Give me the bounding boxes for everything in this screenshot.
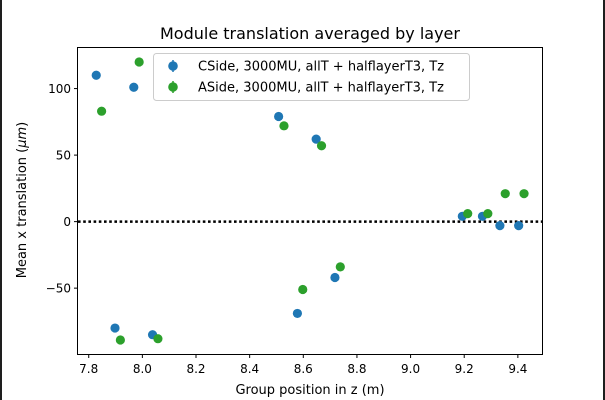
data-point: [495, 221, 505, 231]
y-tick-label: 100: [48, 82, 71, 96]
legend: CSide, 3000MU, allT + halflayerT3, Tz AS…: [153, 53, 470, 101]
series-0: [91, 70, 524, 340]
x-axis-ticks: 7.8 8.0 8.2 8.4 8.6 8.8 9.0 9.2 9.4: [79, 354, 527, 376]
data-point: [463, 209, 473, 219]
data-point: [298, 284, 308, 295]
series-1: [97, 57, 529, 345]
data-point: [129, 82, 139, 92]
data-point: [519, 189, 529, 199]
data-point: [330, 272, 340, 283]
data-point: [514, 221, 524, 231]
window-frame-left: [0, 0, 2, 400]
data-points-layer: [91, 57, 529, 345]
legend-label-aside: ASide, 3000MU, allT + halflayerT3, Tz: [198, 81, 444, 96]
data-point: [316, 141, 327, 151]
data-point: [134, 57, 144, 67]
legend-marker-aside: [168, 81, 178, 93]
data-point: [483, 209, 493, 219]
legend-marker-cside: [168, 60, 178, 72]
data-point: [292, 308, 302, 319]
y-tick-label: 50: [56, 149, 71, 163]
x-tick-label: 8.6: [294, 362, 313, 376]
data-point: [91, 70, 101, 80]
data-point: [311, 134, 321, 144]
data-point: [279, 121, 289, 131]
x-tick-label: 8.4: [240, 362, 259, 376]
data-point: [335, 262, 345, 272]
x-tick-label: 9.4: [508, 362, 527, 376]
y-tick-label: 0: [63, 215, 71, 229]
y-axis-ticks: 100 50 0 −50: [46, 82, 78, 296]
data-point: [274, 111, 284, 122]
legend-box: [153, 53, 470, 101]
chart-title: Module translation averaged by layer: [160, 24, 460, 43]
x-tick-label: 7.8: [79, 362, 98, 376]
x-tick-label: 8.8: [347, 362, 366, 376]
data-point: [115, 335, 125, 345]
data-point: [153, 334, 163, 344]
x-tick-label: 9.0: [401, 362, 420, 376]
window-frame-right: [603, 0, 605, 400]
y-axis-label: Mean x translation (μm): [15, 122, 30, 279]
x-tick-label: 8.2: [186, 362, 205, 376]
y-tick-label: −50: [46, 282, 71, 296]
data-point: [110, 323, 120, 333]
x-tick-label: 8.0: [133, 362, 152, 376]
x-axis-label: Group position in z (m): [235, 383, 384, 398]
plot-area-frame: [77, 47, 543, 355]
data-point: [500, 189, 510, 199]
data-point: [97, 106, 107, 116]
legend-label-cside: CSide, 3000MU, allT + halflayerT3, Tz: [198, 60, 444, 75]
x-tick-label: 9.2: [455, 362, 474, 376]
